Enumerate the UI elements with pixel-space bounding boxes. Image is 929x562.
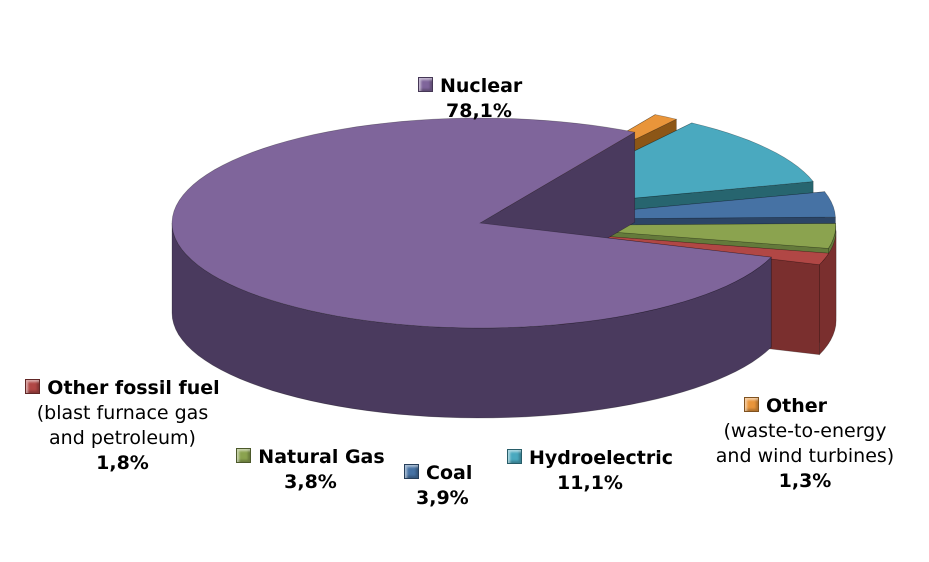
- label-natural-gas-name: Natural Gas: [258, 446, 385, 468]
- label-other-fossil-fuel-value: 1,8%: [96, 452, 149, 474]
- label-other: Other (waste-to-energy and wind turbines…: [700, 394, 910, 494]
- label-other-detail-1: (waste-to-energy: [723, 420, 887, 442]
- label-coal: Coal 3,9%: [404, 461, 472, 511]
- nuclear-swatch-icon: [418, 77, 433, 92]
- label-coal-name: Coal: [426, 462, 473, 484]
- label-other-fossil-fuel-detail-2: and petroleum): [49, 427, 196, 449]
- label-other-fossil-fuel-detail-1: (blast furnace gas: [36, 402, 209, 424]
- natural-gas-swatch-icon: [236, 448, 252, 463]
- label-natural-gas: Natural Gas 3,8%: [228, 445, 393, 495]
- slice-nuclear: [171, 117, 772, 329]
- label-nuclear-value: 78,1%: [446, 100, 512, 122]
- label-nuclear-name: Nuclear: [440, 75, 523, 97]
- coal-swatch-icon: [404, 464, 419, 479]
- label-natural-gas-value: 3,8%: [284, 471, 337, 493]
- label-other-value: 1,3%: [778, 470, 832, 492]
- slice-other-fossil-fuel-side-0: [819, 230, 837, 356]
- label-hydroelectric: Hydroelectric 11,1%: [500, 446, 680, 496]
- label-other-name: Other: [766, 395, 828, 417]
- label-hydroelectric-name: Hydroelectric: [528, 447, 674, 469]
- label-nuclear: Nuclear 78,1%: [418, 74, 522, 124]
- label-other-detail-2: and wind turbines): [715, 445, 895, 467]
- label-hydroelectric-value: 11,1%: [557, 472, 623, 494]
- label-coal-value: 3,9%: [416, 487, 469, 509]
- hydroelectric-swatch-icon: [506, 449, 522, 464]
- other-swatch-icon: [744, 397, 759, 412]
- label-other-fossil-fuel: Other fossil fuel (blast furnace gas and…: [10, 376, 235, 476]
- other-fossil-fuel-swatch-icon: [25, 379, 41, 394]
- label-other-fossil-fuel-name: Other fossil fuel: [47, 377, 220, 399]
